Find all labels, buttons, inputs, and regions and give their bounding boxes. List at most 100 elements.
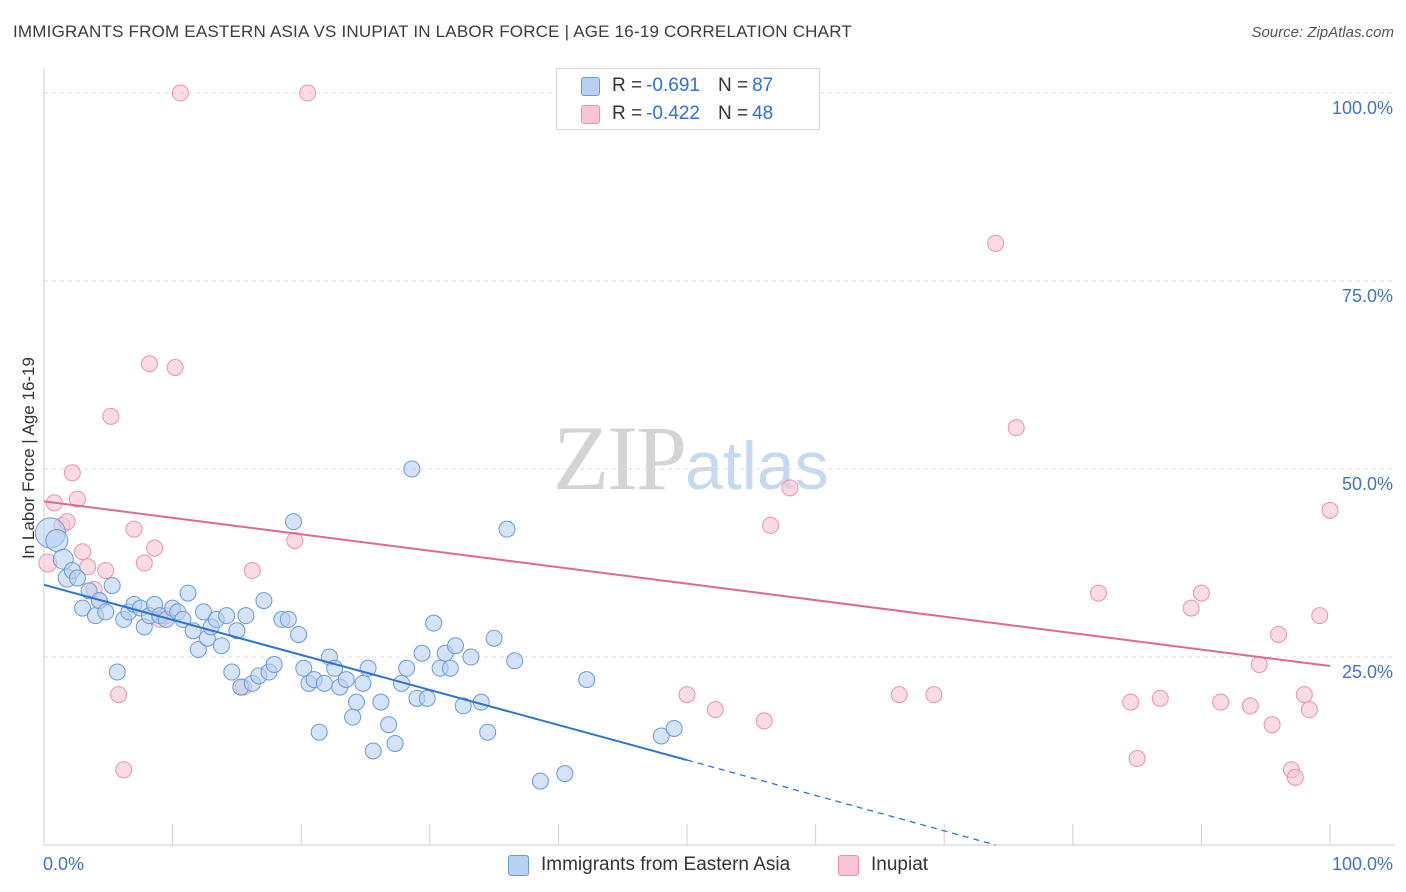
inupiat-point	[1295, 686, 1313, 704]
eastern-asia-point	[255, 592, 273, 610]
inupiat-point	[1263, 716, 1281, 734]
inupiat-point	[68, 490, 86, 508]
eastern-asia-point	[237, 607, 255, 625]
bottom-legend-label-eastern-asia: Immigrants from Eastern Asia	[541, 854, 791, 875]
eastern-asia-point	[380, 716, 398, 734]
eastern-asia-point	[97, 603, 115, 621]
eastern-asia-point	[441, 659, 459, 677]
legend-r-value: -0.422	[646, 103, 700, 124]
bottom-legend-swatch-pink	[838, 854, 859, 876]
legend-r-value: -0.691	[646, 75, 700, 96]
inupiat-point	[1241, 697, 1259, 715]
y-tick-label: 100.0%	[1332, 98, 1393, 118]
eastern-asia-point	[403, 460, 421, 478]
legend-swatch-pink	[581, 104, 600, 124]
inupiat-point	[1250, 656, 1268, 674]
eastern-asia-point	[462, 648, 480, 666]
eastern-asia-point	[425, 614, 443, 632]
x-tick-label: 100.0%	[1332, 854, 1393, 874]
bottom-legend-eastern-asia: Immigrants from Eastern Asia	[508, 852, 790, 878]
eastern-asia-point	[179, 584, 197, 602]
eastern-asia-point	[212, 637, 230, 655]
y-tick-label: 75.0%	[1342, 286, 1393, 306]
eastern-asia-point	[295, 659, 313, 677]
inupiat-point	[299, 84, 317, 102]
eastern-asia-point	[347, 693, 365, 711]
eastern-asia-point	[108, 663, 126, 681]
eastern-asia-point	[386, 734, 404, 752]
bottom-legend-inupiat: Inupiat	[838, 852, 928, 878]
inupiat-point	[125, 520, 143, 538]
eastern-asia-point	[279, 610, 297, 628]
inupiat-point	[706, 701, 724, 719]
inupiat-point	[762, 516, 780, 534]
inupiat-point	[97, 562, 115, 580]
eastern-asia-point	[354, 674, 372, 692]
watermark-atlas: atlas	[685, 428, 829, 504]
inupiat-point	[102, 407, 120, 425]
eastern-asia-trendline	[43, 583, 688, 761]
y-tick-label: 25.0%	[1342, 662, 1393, 682]
watermark: ZIPatlas	[553, 405, 829, 511]
legend-r-label: R =	[612, 103, 643, 124]
eastern-asia-trendline-extension	[686, 759, 996, 846]
inupiat-point	[890, 686, 908, 704]
legend-n-label: N =	[717, 103, 749, 124]
eastern-asia-point	[284, 513, 302, 531]
eastern-asia-point	[337, 671, 355, 689]
eastern-asia-point	[413, 644, 431, 662]
legend-row-eastern-asia: R = -0.691 N = 87	[581, 73, 773, 99]
inupiat-point	[135, 554, 153, 572]
inupiat-point	[1122, 693, 1140, 711]
eastern-asia-point	[364, 742, 382, 760]
legend-r-label: R =	[612, 75, 643, 96]
y-tick-label: 50.0%	[1342, 474, 1393, 494]
inupiat-point	[286, 531, 304, 549]
inupiat-point	[925, 686, 943, 704]
eastern-asia-point	[45, 528, 69, 552]
inupiat-point	[110, 686, 128, 704]
eastern-asia-point	[393, 674, 411, 692]
inupiat-point	[678, 686, 696, 704]
inupiat-point	[146, 539, 164, 557]
eastern-asia-point	[652, 727, 670, 745]
inupiat-point	[987, 234, 1005, 252]
inupiat-point	[781, 479, 799, 497]
eastern-asia-point	[74, 599, 92, 617]
inupiat-point	[1090, 584, 1108, 602]
legend-swatch-blue	[581, 76, 600, 96]
eastern-asia-point	[418, 689, 436, 707]
bottom-legend-label-inupiat: Inupiat	[871, 854, 929, 875]
inupiat-point	[1192, 584, 1210, 602]
x-tick-label: 0.0%	[43, 854, 84, 874]
inupiat-point	[1270, 625, 1288, 643]
legend-n-label: N =	[717, 75, 749, 96]
chart-title: IMMIGRANTS FROM EASTERN ASIA VS INUPIAT …	[13, 22, 852, 41]
eastern-asia-point	[310, 723, 328, 741]
inupiat-point	[140, 355, 158, 373]
eastern-asia-point	[578, 671, 596, 689]
legend-row-inupiat: R = -0.422 N = 48	[581, 101, 773, 127]
eastern-asia-point	[344, 708, 362, 726]
inupiat-point	[1151, 689, 1169, 707]
eastern-asia-point	[189, 640, 207, 658]
source-credit: Source: ZipAtlas.com	[1251, 24, 1394, 41]
eastern-asia-point	[372, 693, 390, 711]
inupiat-point	[1128, 750, 1146, 768]
inupiat-point	[1300, 701, 1318, 719]
eastern-asia-point	[315, 674, 333, 692]
eastern-asia-point	[80, 582, 98, 600]
eastern-asia-point	[290, 625, 308, 643]
eastern-asia-point	[556, 765, 574, 783]
eastern-asia-point	[194, 603, 212, 621]
bottom-legend-swatch-blue	[508, 854, 529, 876]
inupiat-point	[755, 712, 773, 730]
eastern-asia-point	[398, 659, 416, 677]
inupiat-point	[1007, 419, 1025, 437]
eastern-asia-point	[103, 577, 121, 595]
eastern-asia-point	[485, 629, 503, 647]
inupiat-point	[74, 543, 92, 561]
eastern-asia-point	[506, 652, 524, 670]
watermark-zip: ZIP	[553, 407, 687, 509]
inupiat-point	[166, 359, 184, 377]
